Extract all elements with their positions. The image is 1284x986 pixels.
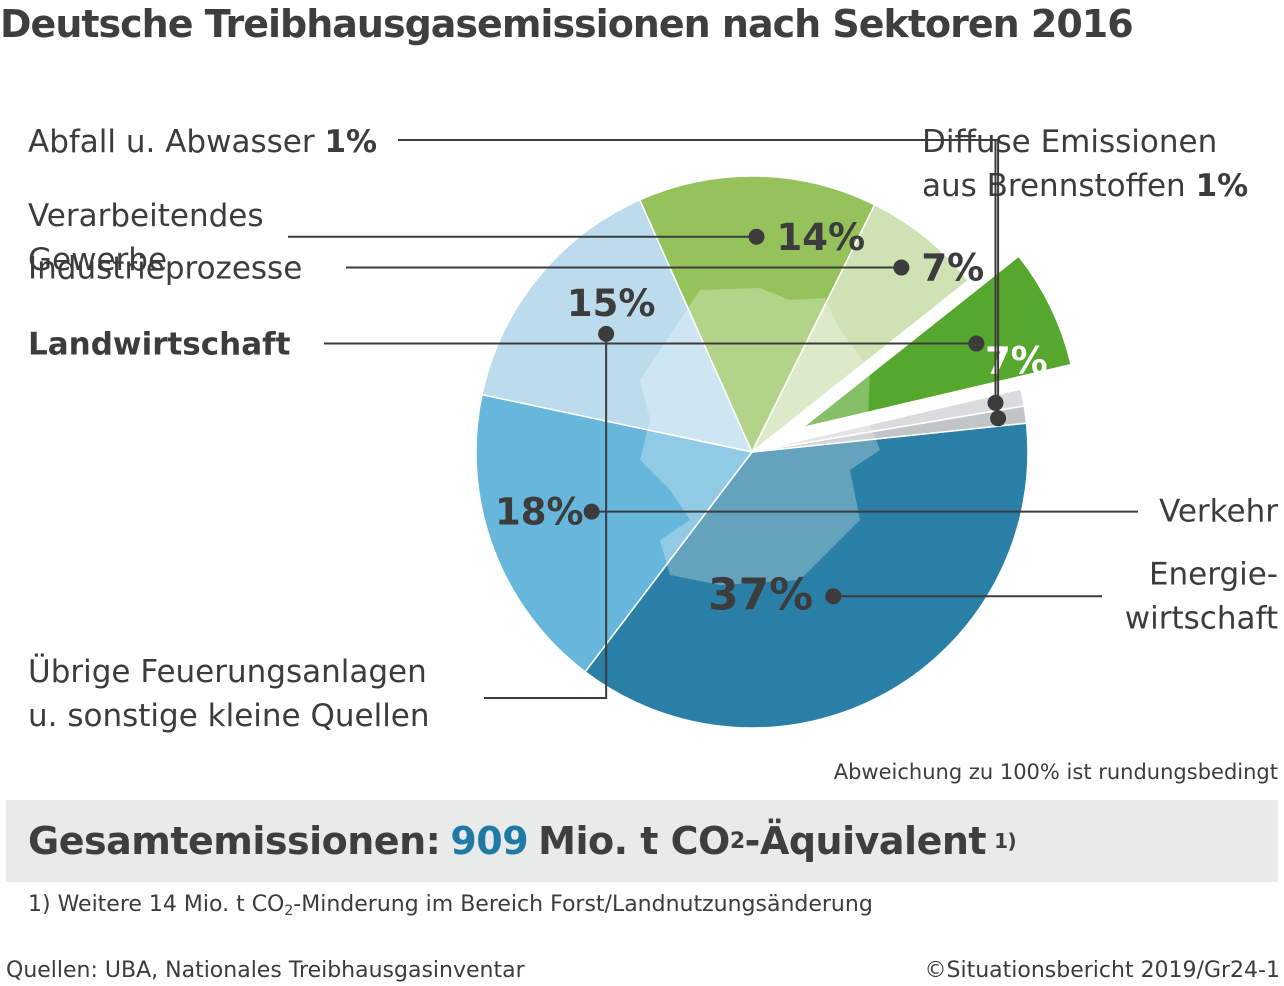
pie-slice-verarbeitendes-gewerbe xyxy=(638,175,876,454)
pie-category-label-diffuse-emissionen-aus-brennstoffen: Diffuse Emissionen aus Brennstoffen 1% xyxy=(922,124,1248,204)
total-emissions-banner: Gesamtemissionen: 909 Mio. t CO 2 -Äquival… xyxy=(6,800,1278,882)
total-prefix: Gesamtemissionen: xyxy=(28,819,441,863)
footnote-text: 1) Weitere 14 Mio. t CO xyxy=(28,892,285,917)
source-text: Quellen: UBA, Nationales Treibhausgasinv… xyxy=(6,958,525,983)
pie-category-label-uebrige-feuerungsanlagen-u-sonstige-kleine-quellen: Übrige Feuerungsanlagen u. sonstige klein… xyxy=(28,653,430,734)
pie-slice-verkehr xyxy=(475,393,754,673)
chart-title: Deutsche Treibhausgasemissionen nach Sek… xyxy=(0,2,1134,46)
total-footnote-mark: 1) xyxy=(994,829,1017,853)
total-unit-suffix: -Äquivalent xyxy=(744,819,987,863)
pie-chart: 37% Energie-wirtschaft 18% Verkehr 15% Übrige… xyxy=(28,124,1278,734)
pie-category-label-energiewirtschaft: Energie-wirtschaft xyxy=(1125,556,1278,636)
pie-value-label-verarbeitendes-gewerbe: 14% xyxy=(777,216,866,259)
pie-category-label-landwirtschaft: Landwirtschaft xyxy=(28,327,291,363)
copyright-text: ©Situationsbericht 2019/Gr24-1 xyxy=(924,958,1280,983)
pie-slices xyxy=(475,175,1073,729)
footnote: 1) Weitere 14 Mio. t CO2-Minderung im Be… xyxy=(28,892,873,919)
pie-value-label-landwirtschaft: 7% xyxy=(985,340,1048,383)
total-unit-subscript: 2 xyxy=(729,828,745,854)
pie-slice-industrieprozesse xyxy=(751,203,970,453)
footnote-subscript: 2 xyxy=(284,903,294,919)
pie-category-label-industrieprozesse: Industrieprozesse xyxy=(28,251,302,287)
pie-slice-diffuse-emissionen-aus-brennstoffen xyxy=(751,405,1028,453)
pie-category-label-verkehr: Verkehr xyxy=(1159,494,1278,530)
pie-labels: 37% Energie-wirtschaft 18% Verkehr 15% Übrige… xyxy=(28,124,1278,734)
pie-leader-line-uebrige-feuerungsanlagen-u-sonstige-kleine-quellen xyxy=(484,333,608,699)
rounding-note: Abweichung zu 100% ist rundungsbedingt xyxy=(833,760,1278,784)
pie-category-label-verarbeitendes-gewerbe: Verarbeitendes Gewerbe xyxy=(28,198,264,278)
pie-category-label-abfall-u-abwasser: Abfall u. Abwasser 1% xyxy=(28,124,377,160)
pie-value-label-industrieprozesse: 7% xyxy=(921,247,984,290)
pie-value-label-verkehr: 18% xyxy=(495,491,584,534)
pie-value-label-uebrige-feuerungsanlagen-u-sonstige-kleine-quellen: 15% xyxy=(567,282,656,325)
footnote-text-suffix: -Minderung im Bereich Forst/Landnutzungs… xyxy=(293,892,873,917)
pie-slice-uebrige-feuerungsanlagen-u-sonstige-kleine-quellen xyxy=(481,198,754,454)
pie-value-label-energiewirtschaft: 37% xyxy=(708,569,813,620)
total-unit: Mio. t CO xyxy=(538,819,730,863)
pie-slice-landwirtschaft xyxy=(801,255,1073,429)
total-value: 909 xyxy=(450,819,529,863)
pie-leader-line-diffuse-emissionen-aus-brennstoffen xyxy=(908,139,1000,419)
